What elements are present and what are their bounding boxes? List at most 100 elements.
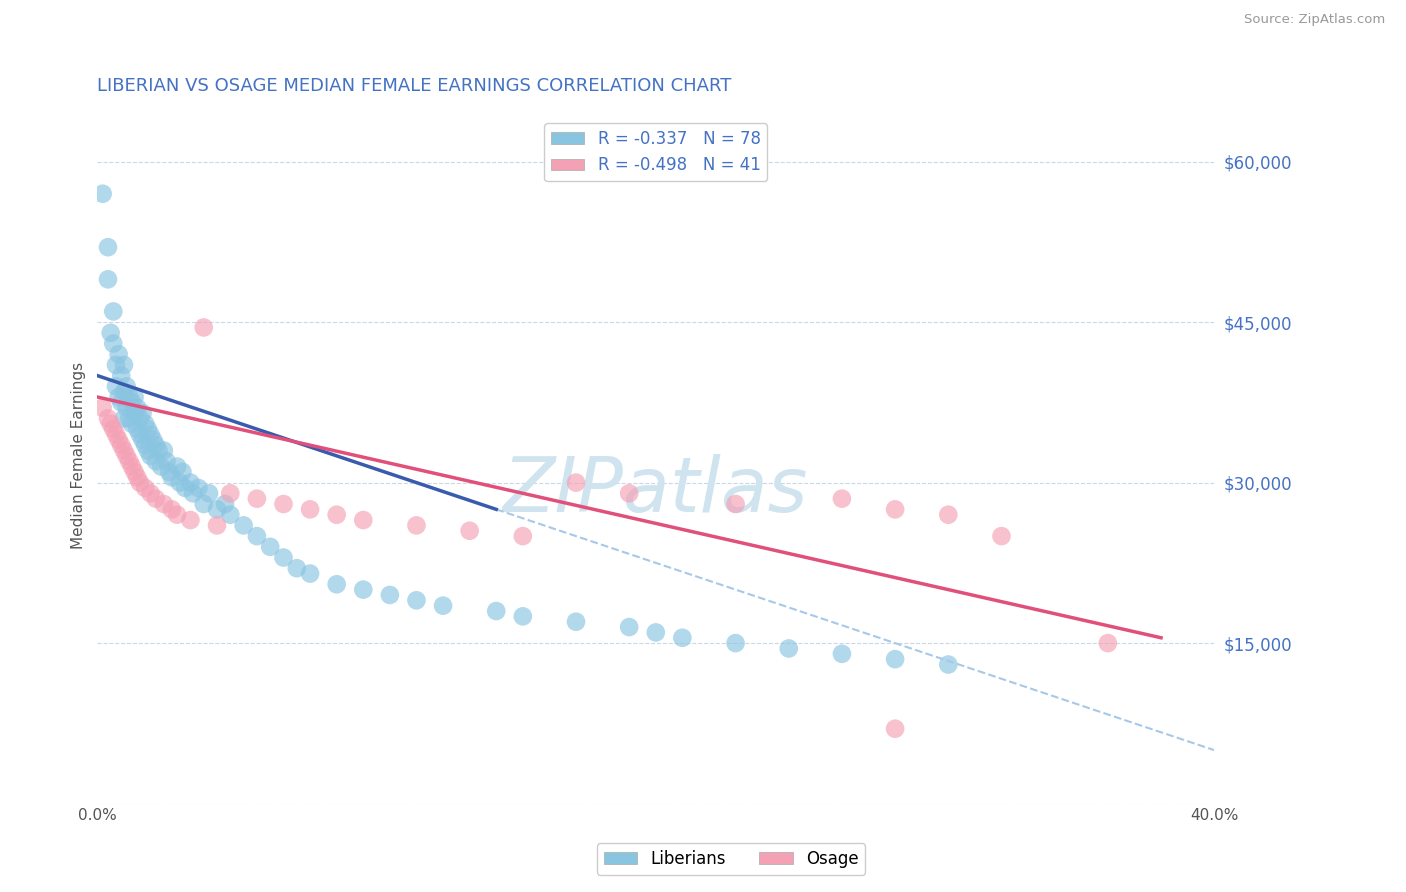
- Point: [142, 433, 165, 447]
- Point: [110, 395, 132, 409]
- Point: [205, 518, 228, 533]
- Point: [103, 336, 125, 351]
- Point: [124, 406, 146, 420]
- Point: [936, 657, 959, 672]
- Point: [118, 411, 141, 425]
- Point: [352, 582, 374, 597]
- Point: [181, 486, 204, 500]
- Point: [160, 470, 183, 484]
- Point: [1097, 636, 1119, 650]
- Point: [91, 401, 114, 415]
- Point: [512, 529, 534, 543]
- Point: [644, 625, 666, 640]
- Point: [325, 577, 347, 591]
- Point: [129, 427, 152, 442]
- Point: [91, 186, 114, 201]
- Point: [179, 475, 201, 490]
- Point: [724, 497, 747, 511]
- Point: [104, 427, 127, 442]
- Point: [285, 561, 308, 575]
- Point: [884, 652, 907, 666]
- Point: [259, 540, 281, 554]
- Point: [145, 438, 167, 452]
- Point: [193, 497, 215, 511]
- Point: [299, 566, 322, 581]
- Point: [671, 631, 693, 645]
- Point: [121, 459, 143, 474]
- Point: [115, 401, 138, 415]
- Point: [405, 593, 427, 607]
- Point: [405, 518, 427, 533]
- Legend: R = -0.337   N = 78, R = -0.498   N = 41: R = -0.337 N = 78, R = -0.498 N = 41: [544, 123, 768, 181]
- Point: [198, 486, 221, 500]
- Point: [619, 620, 641, 634]
- Point: [778, 641, 800, 656]
- Point: [112, 443, 135, 458]
- Legend: Liberians, Osage: Liberians, Osage: [598, 844, 865, 875]
- Point: [145, 491, 167, 506]
- Point: [273, 497, 295, 511]
- Point: [150, 459, 173, 474]
- Point: [273, 550, 295, 565]
- Point: [512, 609, 534, 624]
- Point: [104, 379, 127, 393]
- Point: [565, 475, 588, 490]
- Point: [166, 459, 188, 474]
- Point: [129, 475, 152, 490]
- Point: [724, 636, 747, 650]
- Point: [129, 411, 152, 425]
- Point: [193, 320, 215, 334]
- Point: [131, 406, 153, 420]
- Point: [232, 518, 254, 533]
- Point: [155, 454, 177, 468]
- Point: [990, 529, 1012, 543]
- Point: [139, 427, 162, 442]
- Point: [179, 513, 201, 527]
- Point: [166, 508, 188, 522]
- Point: [134, 481, 156, 495]
- Point: [115, 379, 138, 393]
- Point: [121, 395, 143, 409]
- Point: [246, 491, 269, 506]
- Point: [127, 470, 149, 484]
- Point: [121, 417, 143, 431]
- Point: [246, 529, 269, 543]
- Point: [112, 411, 135, 425]
- Point: [153, 497, 176, 511]
- Point: [169, 475, 191, 490]
- Point: [112, 384, 135, 399]
- Point: [214, 497, 236, 511]
- Point: [187, 481, 209, 495]
- Text: ZIPatlas: ZIPatlas: [503, 454, 808, 528]
- Text: LIBERIAN VS OSAGE MEDIAN FEMALE EARNINGS CORRELATION CHART: LIBERIAN VS OSAGE MEDIAN FEMALE EARNINGS…: [97, 78, 731, 95]
- Point: [112, 358, 135, 372]
- Point: [136, 422, 159, 436]
- Point: [325, 508, 347, 522]
- Point: [97, 240, 120, 254]
- Point: [205, 502, 228, 516]
- Point: [104, 358, 127, 372]
- Point: [118, 390, 141, 404]
- Point: [124, 465, 146, 479]
- Point: [107, 347, 129, 361]
- Point: [115, 449, 138, 463]
- Point: [219, 486, 242, 500]
- Text: Source: ZipAtlas.com: Source: ZipAtlas.com: [1244, 13, 1385, 27]
- Y-axis label: Median Female Earnings: Median Female Earnings: [72, 362, 86, 549]
- Point: [432, 599, 454, 613]
- Point: [127, 422, 149, 436]
- Point: [884, 502, 907, 516]
- Point: [103, 304, 125, 318]
- Point: [97, 272, 120, 286]
- Point: [160, 502, 183, 516]
- Point: [139, 486, 162, 500]
- Point: [157, 465, 180, 479]
- Point: [134, 417, 156, 431]
- Point: [884, 722, 907, 736]
- Point: [153, 443, 176, 458]
- Point: [124, 390, 146, 404]
- Point: [352, 513, 374, 527]
- Point: [107, 390, 129, 404]
- Point: [110, 368, 132, 383]
- Point: [145, 454, 167, 468]
